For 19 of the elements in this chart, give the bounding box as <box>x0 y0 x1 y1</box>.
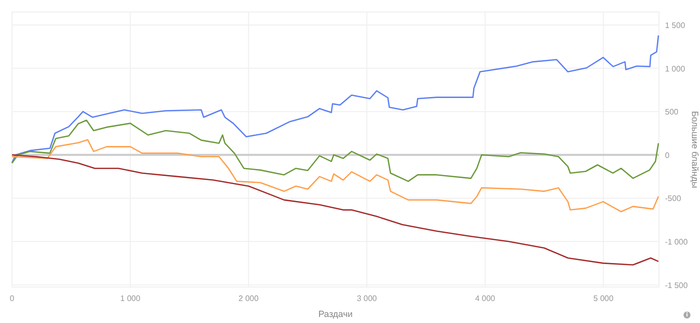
x-tick-label: 2 000 <box>238 294 260 303</box>
line-series <box>11 120 660 182</box>
line-series <box>11 34 660 164</box>
y-tick-label: 1 500 <box>665 20 686 30</box>
y-tick-label: -500 <box>665 194 682 204</box>
x-tick-label: 5 000 <box>593 294 614 303</box>
line-series <box>11 154 660 266</box>
x-axis-title: Раздачи <box>318 309 353 319</box>
line-series <box>11 139 660 212</box>
y-tick-label: 500 <box>665 108 679 117</box>
x-tick-label: 1 000 <box>120 294 141 303</box>
y-tick-label: -1 500 <box>665 280 688 290</box>
y-tick-label: -1 000 <box>665 238 688 247</box>
y-axis-title: Большие блайнды <box>690 110 700 188</box>
x-tick-label: 0 <box>10 294 15 303</box>
y-tick-label: 1 000 <box>665 64 686 74</box>
x-tick-label: 3 000 <box>356 294 378 303</box>
y-tick-label: 0 <box>665 150 670 160</box>
x-tick-label: 4 000 <box>475 294 496 303</box>
